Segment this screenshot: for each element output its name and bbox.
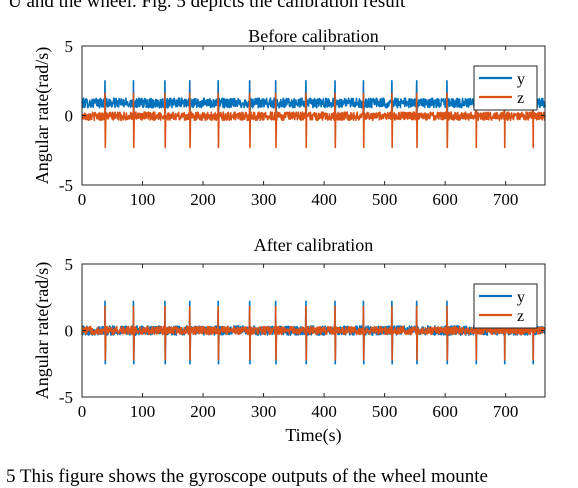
legend-label-z: z <box>517 90 524 107</box>
x-tick-label: 0 <box>78 402 87 421</box>
x-tick-label: 500 <box>372 402 398 421</box>
legend: yz <box>473 283 538 329</box>
x-tick-label: 200 <box>190 190 216 209</box>
x-tick-label: 0 <box>78 190 87 209</box>
chart-title: Before calibration <box>248 26 378 46</box>
cropped-paper-text-bottom: 5 This figure shows the gyroscope output… <box>6 466 488 487</box>
x-tick-label: 200 <box>190 402 216 421</box>
y-tick-label: 5 <box>65 255 74 274</box>
legend-label-y: y <box>517 289 525 306</box>
x-tick-label: 700 <box>493 402 519 421</box>
x-tick-label: 700 <box>493 190 519 209</box>
x-axis-label: Time(s) <box>285 425 341 446</box>
x-tick-label: 100 <box>130 402 156 421</box>
x-tick-label: 300 <box>251 402 277 421</box>
y-tick-label: -5 <box>59 388 73 407</box>
series-line-z <box>81 92 546 149</box>
x-tick-label: 600 <box>432 190 458 209</box>
x-tick-label: 100 <box>130 190 156 209</box>
chart-after-calibration: After calibration 0 100 200 300 400 500 600 700 5… <box>32 235 546 446</box>
chart-before-calibration: Before calibration 0 100 200 300 400 500 600 700… <box>32 26 546 209</box>
legend-label-y: y <box>517 71 525 88</box>
x-tick-label: 400 <box>311 402 337 421</box>
series-line-y <box>81 79 546 114</box>
y-axis-label: Angular rate(rad/s) <box>32 262 53 399</box>
y-axis-label: Angular rate(rad/s) <box>32 47 53 184</box>
x-tick-label: 400 <box>311 190 337 209</box>
x-tick-label: 300 <box>251 190 277 209</box>
y-tick-label: -5 <box>59 176 73 195</box>
y-tick-label: 0 <box>65 322 74 341</box>
x-tick-label: 600 <box>432 402 458 421</box>
cropped-paper-text-top: U and the wheel. Fig. 5 depicts the cali… <box>8 0 406 12</box>
series-line-z <box>81 305 546 361</box>
legend: yz <box>473 65 538 111</box>
legend-box <box>473 283 538 329</box>
legend-label-z: z <box>517 308 524 325</box>
chart-title: After calibration <box>254 235 373 255</box>
x-tick-label: 500 <box>372 190 398 209</box>
legend-box <box>473 65 538 111</box>
y-tick-label: 0 <box>65 107 74 126</box>
y-tick-label: 5 <box>65 37 74 56</box>
